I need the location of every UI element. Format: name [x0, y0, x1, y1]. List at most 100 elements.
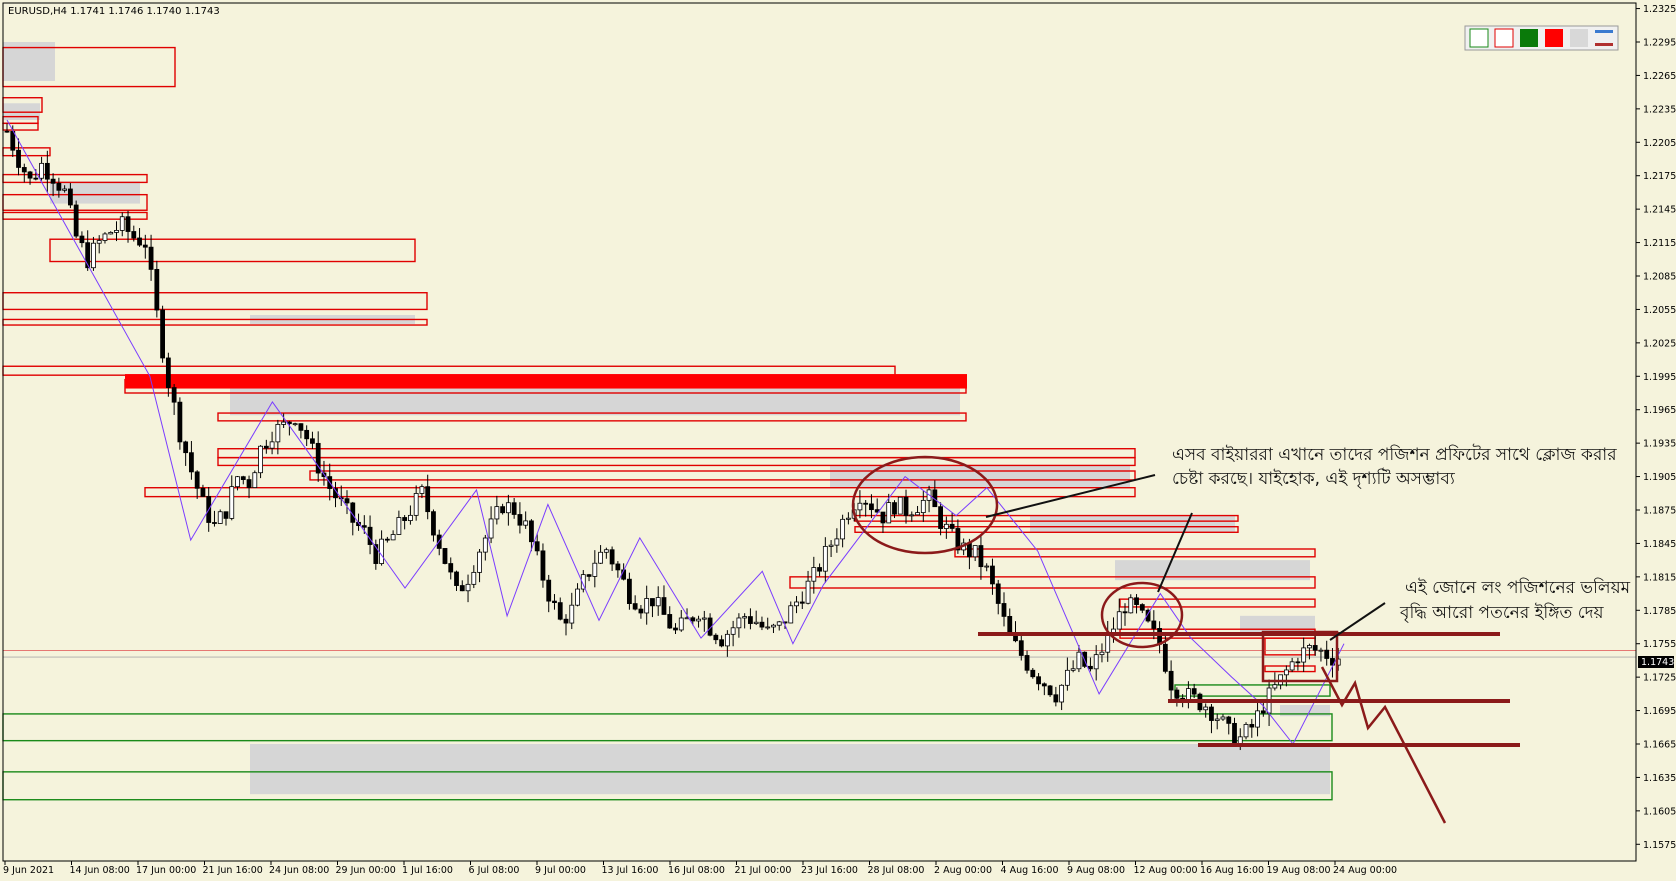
candles-layer	[4, 123, 1341, 751]
candle-170	[984, 563, 990, 572]
candle-body-193	[1116, 611, 1122, 630]
candle-body-108	[626, 578, 632, 604]
red-outline-swatch[interactable]	[1494, 28, 1514, 48]
candle-77	[448, 557, 454, 580]
candle-25	[148, 234, 154, 281]
y-tick-label-17: 1.1815	[1643, 572, 1676, 583]
y-tick-label-25: 1.1575	[1643, 840, 1676, 851]
candle-198	[1145, 608, 1151, 623]
y-tick-label-9: 1.2055	[1643, 305, 1676, 316]
candle-body-23	[137, 237, 142, 246]
candle-152	[880, 511, 886, 533]
green-fill-swatch[interactable]	[1520, 29, 1538, 47]
y-tick-label-12: 1.1965	[1643, 405, 1676, 416]
x-tick-label-3: 21 Jun 16:00	[203, 865, 263, 876]
candle-body-11	[67, 188, 73, 206]
candle-body-15	[91, 242, 96, 269]
candle-89	[517, 502, 523, 534]
candle-88	[511, 498, 517, 519]
candle-0	[4, 123, 10, 133]
gray-fill-swatch[interactable]	[1570, 29, 1588, 47]
blue-line-swatch[interactable]	[1595, 30, 1613, 33]
candle-body-128	[742, 616, 748, 619]
candle-23	[137, 228, 142, 247]
candle-body-33	[194, 471, 200, 489]
x-tick-label-11: 21 Jul 00:00	[735, 865, 792, 876]
x-tick-label-18: 16 Aug 16:00	[1200, 865, 1264, 876]
candle-24	[142, 234, 148, 259]
x-axis: 9 Jun 2021 14 Jun 08:00 17 Jun 00:00 21 Jun…	[3, 861, 1397, 876]
red-fill-swatch[interactable]	[1545, 29, 1563, 47]
candle-body-197	[1139, 604, 1145, 611]
candle-body-70	[408, 514, 413, 521]
candle-body-127	[736, 617, 742, 629]
x-tick-label-6: 1 Jul 16:00	[402, 865, 453, 876]
candle-202	[1168, 660, 1174, 700]
candle-117	[678, 610, 684, 632]
candle-171	[990, 558, 995, 595]
candle-121	[701, 610, 707, 632]
circle-marker-1	[851, 455, 999, 555]
candle-body-17	[102, 233, 108, 241]
candle-131	[759, 616, 765, 631]
candle-body-162	[938, 506, 943, 529]
candle-103	[598, 545, 603, 564]
supply-zone-17	[144, 487, 1136, 498]
candle-178	[1030, 668, 1036, 679]
y-tick-label-14: 1.1905	[1643, 472, 1676, 483]
x-tick-label-4: 24 Jun 08:00	[269, 865, 329, 876]
candle-211	[1220, 714, 1226, 721]
candle-body-59	[344, 498, 350, 504]
candle-32	[189, 441, 194, 480]
candle-222	[1283, 665, 1289, 687]
gray-block-7	[1115, 560, 1310, 581]
candle-125	[724, 630, 730, 657]
candle-body-92	[534, 541, 540, 552]
candle-150	[869, 494, 874, 519]
candle-body-185	[1070, 668, 1076, 671]
candle-body-121	[701, 617, 707, 620]
candle-body-155	[897, 496, 903, 515]
candle-189	[1093, 645, 1099, 681]
candle-body-77	[448, 563, 454, 573]
green-outline-swatch[interactable]	[1469, 28, 1489, 48]
candle-body-51	[298, 423, 304, 431]
candle-body-74	[431, 511, 436, 536]
candle-44	[258, 445, 263, 479]
candle-body-44	[258, 445, 263, 474]
candle-41	[240, 475, 246, 485]
candle-body-119	[690, 617, 696, 622]
candle-19	[114, 221, 119, 242]
candle-body-87	[505, 502, 511, 514]
candle-body-167	[967, 542, 972, 558]
candle-body-125	[724, 633, 730, 647]
gray-block-4	[230, 387, 960, 416]
candle-98	[569, 592, 575, 630]
candle-185	[1070, 660, 1076, 673]
gray-block-5	[830, 465, 1130, 488]
candle-body-228	[1318, 649, 1324, 652]
candle-223	[1289, 657, 1295, 673]
candle-159	[920, 490, 926, 522]
candle-body-183	[1059, 684, 1065, 703]
candle-226	[1307, 643, 1312, 660]
candle-body-34	[200, 487, 206, 497]
toolbar-boxes[interactable]	[1464, 25, 1619, 51]
candle-177	[1024, 650, 1030, 674]
candle-body-225	[1301, 647, 1307, 663]
candle-body-120	[696, 618, 701, 622]
candle-body-136	[788, 605, 794, 624]
candle-190	[1099, 643, 1105, 663]
candle-body-80	[465, 583, 471, 592]
candle-body-105	[609, 549, 615, 565]
dark-red-line-swatch[interactable]	[1595, 43, 1613, 46]
supply-zone-16	[309, 470, 1136, 481]
candle-body-40	[235, 476, 240, 488]
candle-body-198	[1145, 609, 1151, 622]
candle-body-42	[246, 479, 252, 488]
candle-52	[304, 425, 310, 447]
candle-134	[776, 620, 782, 631]
candle-body-139	[805, 580, 811, 604]
